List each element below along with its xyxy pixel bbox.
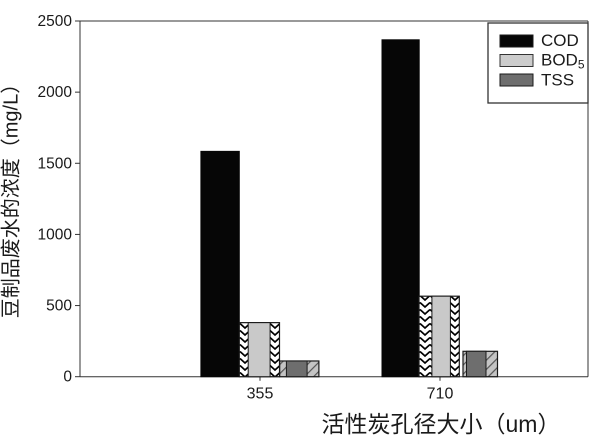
svg-text:2000: 2000: [38, 84, 73, 101]
svg-text:2500: 2500: [38, 13, 73, 30]
svg-text:500: 500: [46, 298, 72, 315]
svg-text:1000: 1000: [38, 226, 73, 243]
svg-text:0: 0: [63, 369, 72, 386]
svg-text:活性炭孔径大小（um）: 活性炭孔径大小（um）: [322, 411, 561, 437]
svg-text:COD: COD: [541, 31, 579, 50]
svg-text:TSS: TSS: [541, 71, 574, 90]
svg-text:355: 355: [247, 386, 274, 403]
svg-text:710: 710: [427, 386, 454, 403]
svg-text:1500: 1500: [38, 155, 73, 172]
svg-text:豆制品废水的浓度（mg/L）: 豆制品废水的浓度（mg/L）: [0, 74, 23, 318]
